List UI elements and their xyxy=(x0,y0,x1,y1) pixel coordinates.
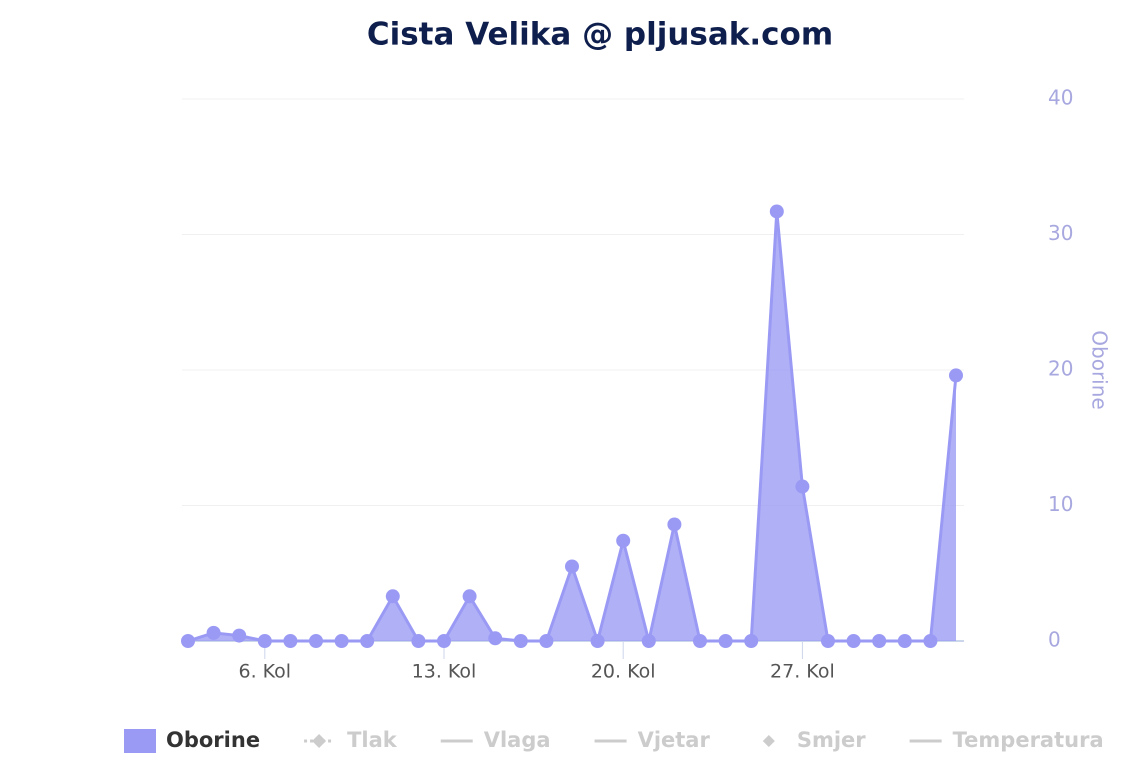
legend-item[interactable]: Smjer xyxy=(797,728,866,752)
point xyxy=(565,559,579,574)
point xyxy=(846,634,861,648)
y2-axis-title: Oborine xyxy=(1088,330,1112,409)
point xyxy=(411,634,426,648)
area xyxy=(188,211,956,641)
x-tick-label: 20. Kol xyxy=(591,661,656,683)
x-tick-label: 6. Kol xyxy=(239,661,292,683)
point xyxy=(641,634,656,648)
point xyxy=(744,634,759,648)
point xyxy=(821,634,835,648)
point xyxy=(309,634,323,648)
point xyxy=(334,634,349,648)
point xyxy=(488,631,503,646)
legend-symbol xyxy=(312,734,327,748)
point xyxy=(795,479,810,494)
point xyxy=(949,368,963,383)
point xyxy=(385,589,400,604)
point xyxy=(206,625,221,640)
y2-tick-label: 40 xyxy=(1048,86,1073,110)
legend-item[interactable]: Oborine xyxy=(166,728,260,752)
legend-item[interactable]: Tlak xyxy=(347,728,398,752)
point xyxy=(923,634,938,648)
point xyxy=(360,634,375,648)
point xyxy=(616,533,631,548)
legend-symbol xyxy=(762,735,775,747)
point xyxy=(769,204,784,219)
legend-symbol xyxy=(124,729,156,753)
point xyxy=(590,634,605,648)
point xyxy=(437,634,451,648)
point xyxy=(667,517,682,532)
legend-item[interactable]: Vjetar xyxy=(638,728,711,752)
point xyxy=(462,589,477,604)
y2-tick-label: 30 xyxy=(1048,221,1073,245)
point xyxy=(693,634,707,648)
point xyxy=(257,634,272,648)
point xyxy=(232,628,247,643)
y2-tick-label: 10 xyxy=(1048,492,1073,516)
point xyxy=(513,634,528,648)
chart-title: Cista Velika @ pljusak.com xyxy=(367,17,833,53)
point xyxy=(539,634,554,648)
point xyxy=(872,634,887,648)
point xyxy=(181,634,195,648)
legend-item[interactable]: Vlaga xyxy=(484,728,551,752)
y2-tick-label: 0 xyxy=(1048,628,1061,652)
point xyxy=(718,634,733,648)
y2-tick-label: 20 xyxy=(1048,357,1073,381)
x-tick-label: 27. Kol xyxy=(770,661,835,683)
point xyxy=(283,634,298,648)
legend-item[interactable]: Temperatura xyxy=(953,728,1104,752)
x-tick-label: 13. Kol xyxy=(412,661,477,683)
point xyxy=(897,634,912,648)
